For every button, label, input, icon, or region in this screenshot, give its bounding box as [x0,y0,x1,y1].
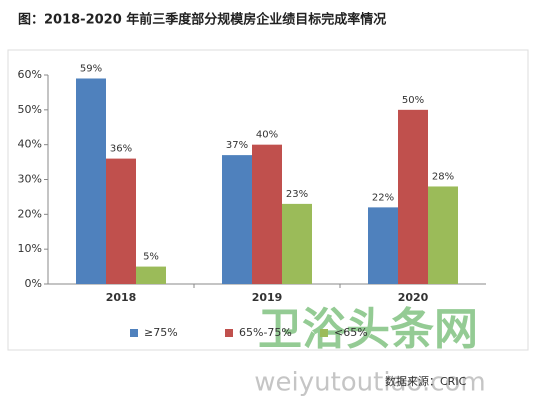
y-tick-label: 50% [18,103,42,116]
bar [76,78,106,284]
data-label: 5% [143,252,159,263]
watermark: weiyutoutiao.com [254,368,486,398]
data-label: 59% [80,63,102,74]
chart-title: 图：2018-2020 年前三季度部分规模房企业绩目标完成率情况 [18,12,386,28]
data-label: 28% [432,171,454,182]
legend-swatch [225,329,233,337]
bar [252,144,282,284]
legend-label: ≥75% [144,326,178,339]
chart-frame [7,49,529,351]
data-label: 40% [256,130,278,141]
x-tick-label: 2019 [252,291,283,304]
y-tick-label: 40% [18,138,42,151]
bar [222,155,252,284]
data-label: 23% [286,189,308,200]
data-label: 36% [110,144,132,155]
watermark: 卫浴头条网 [258,304,478,355]
x-tick-label: 2020 [398,291,429,304]
bar [398,109,428,284]
legend-label: 65%-75% [239,326,292,339]
legend-swatch [130,329,138,337]
y-tick-label: 0% [25,277,42,290]
data-label: 22% [372,192,394,203]
y-tick-label: 20% [18,207,42,220]
y-tick-label: 10% [18,242,42,255]
bar [136,266,166,284]
data-label: 37% [226,140,248,151]
bar [106,158,136,284]
source: 数据来源：CRIC [385,374,467,388]
y-tick-label: 60% [18,68,42,81]
y-tick-label: 30% [18,173,42,186]
bar [282,203,312,284]
bar [368,207,398,284]
legend-swatch [320,329,328,337]
legend-label: <65% [334,326,368,339]
x-tick-label: 2018 [106,291,137,304]
bar [428,186,458,284]
data-label: 50% [402,95,424,106]
